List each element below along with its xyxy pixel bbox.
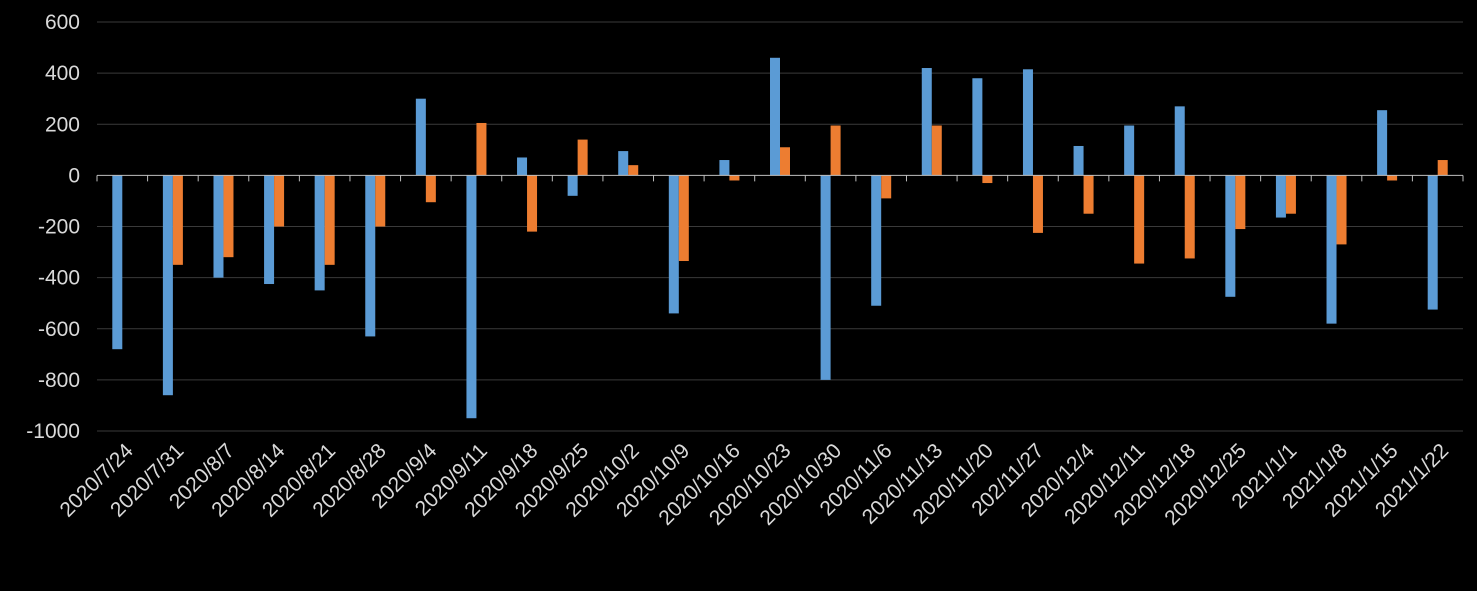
bar-series-2 [780,147,790,176]
bar-series-2 [223,175,234,258]
bar-series-1 [365,175,376,337]
bar-series-2 [678,175,689,262]
bar-series-2 [1184,175,1195,259]
bar-series-1 [162,175,173,396]
bar-series-2 [931,125,942,176]
y-tick-label: -200 [38,216,80,239]
y-tick-label: -600 [38,318,80,341]
y-tick-label: -800 [38,369,80,392]
bar-series-1 [1275,175,1286,218]
bar-series-2 [982,175,993,184]
bar-series-1 [264,175,275,285]
bar-series-2 [1083,175,1094,214]
bar-series-2 [577,139,588,176]
bar-series-2 [172,175,183,265]
bar-series-2 [1437,160,1448,176]
bar-series-2 [375,175,386,227]
bar-series-2 [1134,175,1145,264]
bar-series-1 [213,175,224,278]
bar-series-1 [466,175,477,419]
y-tick-label: -1000 [26,420,80,443]
bar-series-2 [1387,175,1398,181]
bar-series-1 [972,78,983,176]
bar-series-1 [314,175,325,291]
bars [112,57,1448,419]
bar-series-1 [820,175,831,380]
bar-series-1 [1427,175,1438,310]
bar-series-1 [668,175,679,314]
y-tick-label: 400 [45,62,80,85]
bar-series-1 [415,98,426,176]
bar-series-2 [425,175,436,203]
bar-series-2 [527,175,538,232]
bar-series-1 [770,57,780,176]
bar-series-2 [881,175,892,199]
y-tick-label: 0 [68,164,80,187]
bar-series-2 [1235,175,1246,230]
bar-series-1 [112,175,123,350]
bar-series-2 [729,175,740,181]
bar-series-1 [921,68,932,176]
bar-series-2 [628,165,639,176]
bar-series-2 [476,122,487,176]
bar-series-1 [871,175,882,306]
y-tick-label: 600 [45,11,80,34]
bar-series-1 [1124,125,1135,176]
bar-series-1 [1326,175,1337,324]
bar-series-1 [1377,110,1388,176]
bar-series-2 [1032,175,1043,233]
bar-series-2 [830,125,841,176]
bar-series-2 [1285,175,1296,214]
bar-series-2 [1336,175,1347,245]
y-axis: 600 400 200 0 -200 -400 -600 -800 -1000 [26,11,80,443]
bar-series-1 [1225,175,1236,297]
bar-series-1 [719,160,730,176]
bar-series-2 [274,175,285,227]
y-tick-label: 200 [45,113,80,136]
bar-series-1 [1073,145,1084,176]
bar-series-1 [618,151,629,176]
bar-series-1 [1174,106,1185,176]
y-tick-label: -400 [38,267,80,290]
bar-series-1 [567,175,578,196]
bar-series-2 [324,175,335,265]
bar-series-1 [1022,69,1033,176]
bar-series-1 [517,157,528,176]
